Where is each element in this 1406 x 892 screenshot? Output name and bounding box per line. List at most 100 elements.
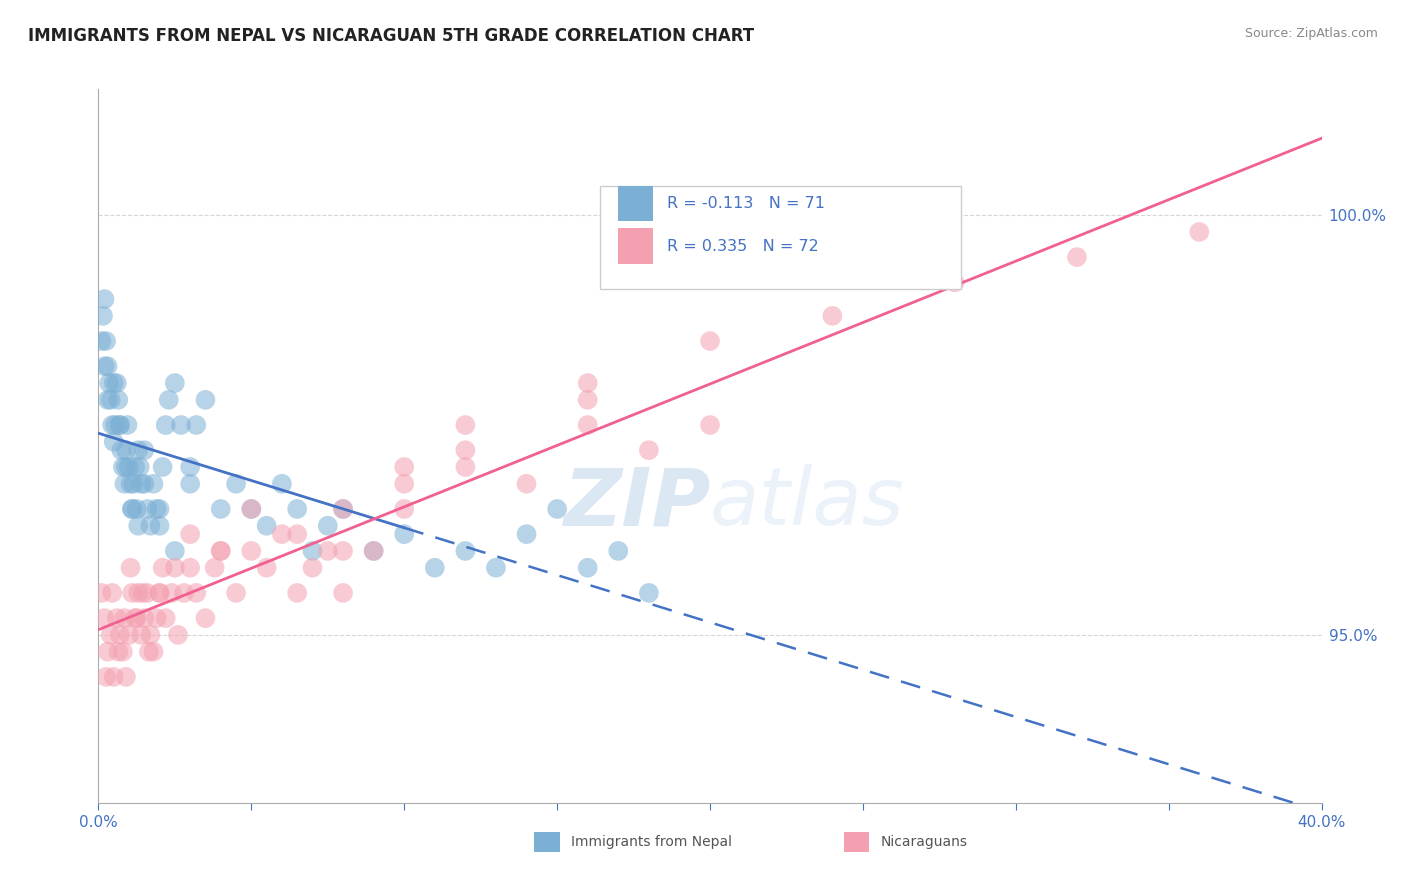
Point xyxy=(136,586,159,600)
Point xyxy=(139,628,162,642)
Point xyxy=(125,611,148,625)
Point xyxy=(209,502,232,516)
Point xyxy=(179,560,201,574)
Point xyxy=(301,560,323,574)
Point xyxy=(108,417,131,432)
Point xyxy=(127,518,149,533)
Point xyxy=(127,586,149,600)
Point xyxy=(163,560,186,574)
Point xyxy=(332,586,354,600)
Point xyxy=(124,611,146,625)
Point xyxy=(125,502,148,516)
Point xyxy=(97,392,120,407)
Point xyxy=(194,611,217,625)
Point xyxy=(163,376,186,390)
Point xyxy=(179,527,201,541)
Point xyxy=(97,359,120,374)
Text: Immigrants from Nepal: Immigrants from Nepal xyxy=(571,835,733,849)
Bar xyxy=(619,186,652,221)
Point xyxy=(98,376,121,390)
Point xyxy=(128,460,150,475)
Point xyxy=(107,392,129,407)
Point xyxy=(240,502,263,516)
Point xyxy=(454,417,477,432)
Text: atlas: atlas xyxy=(710,464,905,542)
Point xyxy=(179,460,201,475)
Point xyxy=(103,434,125,449)
Point xyxy=(546,502,568,516)
Point xyxy=(132,586,155,600)
Point xyxy=(105,376,128,390)
Text: Nicaraguans: Nicaraguans xyxy=(880,835,967,849)
Point xyxy=(115,460,138,475)
Point xyxy=(115,443,138,458)
Point xyxy=(111,460,134,475)
Point xyxy=(129,476,152,491)
Point xyxy=(152,460,174,475)
Point xyxy=(576,417,599,432)
Point xyxy=(392,502,416,516)
Point xyxy=(103,670,125,684)
Point xyxy=(111,645,134,659)
Text: ZIP: ZIP xyxy=(562,464,710,542)
Point xyxy=(454,443,477,458)
Point xyxy=(699,334,721,348)
Point xyxy=(225,476,247,491)
Point xyxy=(142,645,165,659)
Point xyxy=(638,443,661,458)
Point xyxy=(97,645,120,659)
Point xyxy=(285,527,308,541)
Point xyxy=(112,611,135,625)
Point xyxy=(107,645,129,659)
Point xyxy=(118,628,141,642)
Point xyxy=(152,560,174,574)
Point xyxy=(204,560,226,574)
Point xyxy=(136,502,159,516)
Point xyxy=(332,502,354,516)
Point xyxy=(256,518,278,533)
Point xyxy=(155,417,177,432)
Point xyxy=(120,476,142,491)
Point xyxy=(127,443,149,458)
Point xyxy=(117,417,139,432)
Point xyxy=(270,527,294,541)
Point xyxy=(129,628,152,642)
Point xyxy=(301,544,323,558)
Point xyxy=(316,518,339,533)
Bar xyxy=(619,228,652,264)
Point xyxy=(149,502,172,516)
Point xyxy=(256,560,278,574)
Point xyxy=(638,586,661,600)
Point xyxy=(108,628,131,642)
Point xyxy=(104,417,127,432)
Point xyxy=(121,502,143,516)
Point xyxy=(121,502,143,516)
Point xyxy=(155,611,177,625)
Point xyxy=(576,560,599,574)
Point xyxy=(101,586,124,600)
Point xyxy=(173,586,195,600)
Point xyxy=(149,586,172,600)
Point xyxy=(90,334,112,348)
Point xyxy=(149,586,172,600)
Point xyxy=(120,560,142,574)
Point xyxy=(454,544,477,558)
Point xyxy=(145,502,167,516)
Point xyxy=(332,502,354,516)
Point xyxy=(142,476,165,491)
Point xyxy=(363,544,385,558)
Point xyxy=(124,460,146,475)
Point xyxy=(1188,225,1211,239)
Point xyxy=(101,417,124,432)
Point xyxy=(145,611,167,625)
Point xyxy=(149,518,172,533)
Point xyxy=(392,527,416,541)
Point xyxy=(576,392,599,407)
Point xyxy=(186,586,208,600)
Point xyxy=(163,544,186,558)
Point xyxy=(240,502,263,516)
Text: Source: ZipAtlas.com: Source: ZipAtlas.com xyxy=(1244,27,1378,40)
Point xyxy=(138,645,160,659)
Point xyxy=(93,292,115,306)
Point xyxy=(93,359,115,374)
